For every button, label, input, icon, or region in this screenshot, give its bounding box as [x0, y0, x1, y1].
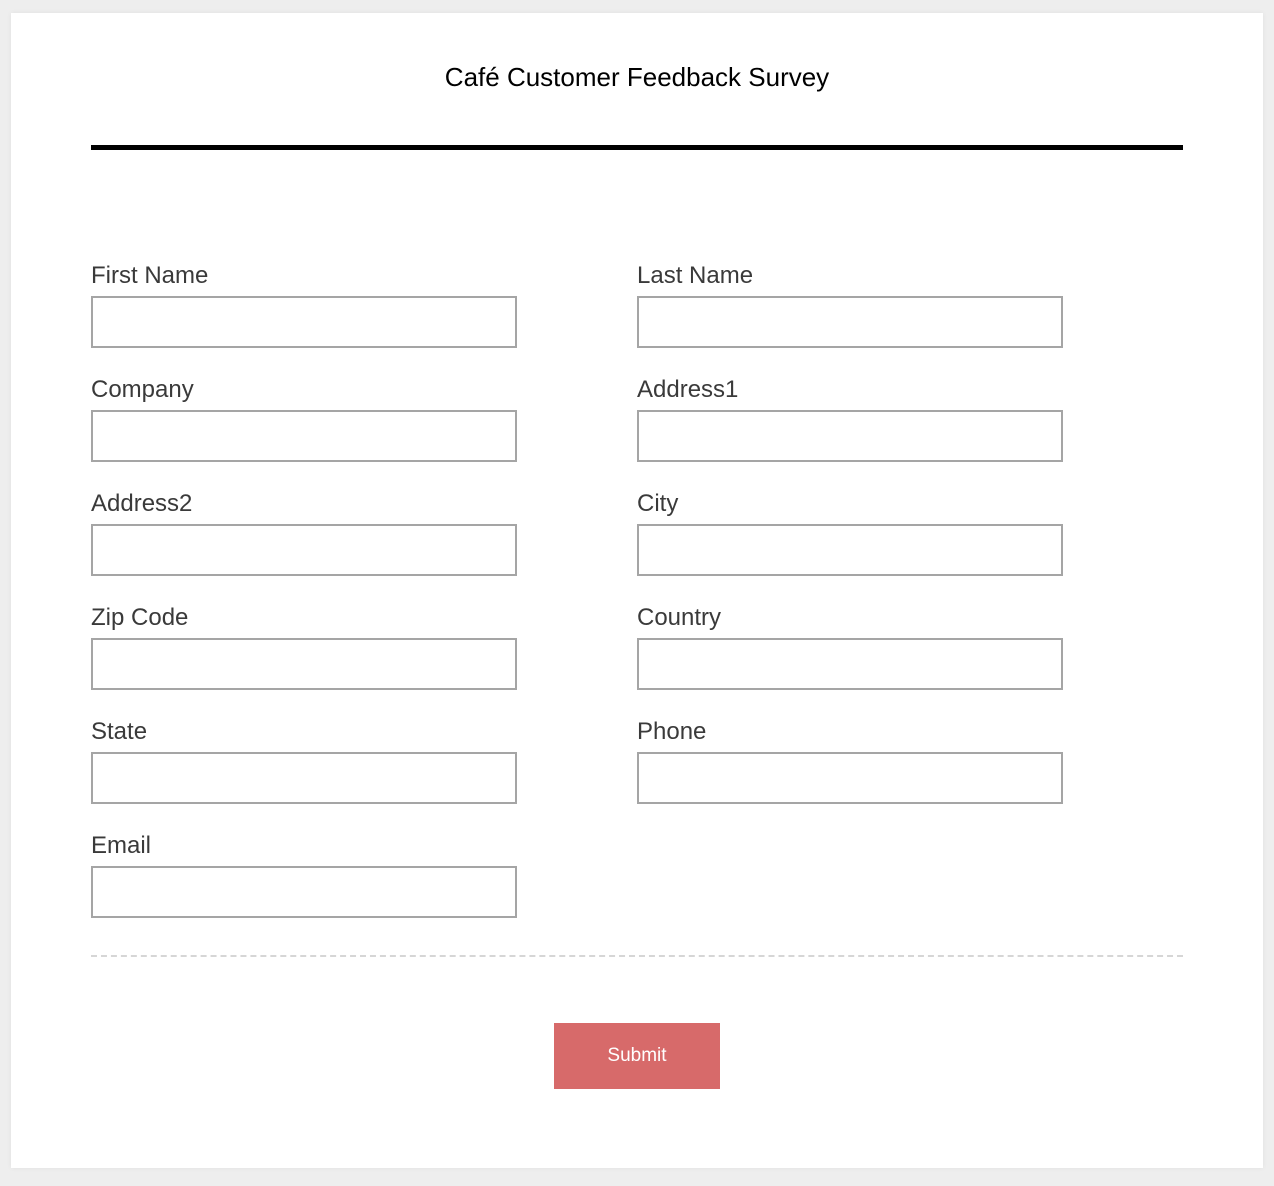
country-label: Country [637, 604, 722, 631]
field-zip-code: Zip Code [91, 603, 637, 690]
country-input[interactable] [637, 638, 1063, 690]
email-input[interactable] [91, 866, 517, 918]
last-name-label: Last Name [637, 262, 754, 289]
state-input[interactable] [91, 752, 517, 804]
address2-input[interactable] [91, 524, 517, 576]
first-name-input[interactable] [91, 296, 517, 348]
phone-input[interactable] [637, 752, 1063, 804]
field-country: Country [637, 603, 1183, 690]
form-card: Café Customer Feedback Survey First Name… [11, 13, 1263, 1168]
address2-label: Address2 [91, 490, 193, 517]
address1-label: Address1 [637, 376, 739, 403]
state-label: State [91, 718, 148, 745]
title-divider [91, 145, 1183, 150]
company-label: Company [91, 376, 194, 403]
field-first-name: First Name [91, 261, 637, 348]
first-name-label: First Name [91, 262, 209, 289]
email-label: Email [91, 832, 152, 859]
field-last-name: Last Name [637, 261, 1183, 348]
zip-code-label: Zip Code [91, 604, 189, 631]
field-company: Company [91, 375, 637, 462]
field-address1: Address1 [637, 375, 1183, 462]
field-state: State [91, 717, 637, 804]
phone-label: Phone [637, 718, 707, 745]
field-address2: Address2 [91, 489, 637, 576]
page-title: Café Customer Feedback Survey [444, 62, 830, 92]
submit-button[interactable]: Submit [554, 1023, 720, 1089]
field-email: Email [91, 831, 637, 918]
last-name-input[interactable] [637, 296, 1063, 348]
section-dashed-divider [91, 955, 1183, 957]
fields-grid: First Name Last Name Company Address1 Addres… [91, 261, 1183, 945]
city-input[interactable] [637, 524, 1063, 576]
company-input[interactable] [91, 410, 517, 462]
zip-code-input[interactable] [91, 638, 517, 690]
field-phone: Phone [637, 717, 1183, 804]
city-label: City [637, 490, 679, 517]
form-card-inner: Café Customer Feedback Survey First Name… [11, 13, 1263, 1089]
field-city: City [637, 489, 1183, 576]
address1-input[interactable] [637, 410, 1063, 462]
